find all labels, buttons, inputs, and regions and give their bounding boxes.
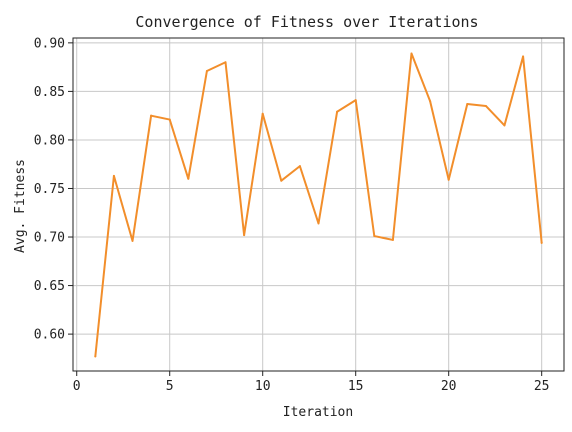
data-point [187, 177, 190, 180]
y-tick-label: 0.70 [34, 231, 65, 246]
data-point [484, 104, 487, 107]
data-point [410, 52, 413, 55]
x-tick-label: 25 [534, 379, 550, 394]
x-axis-label: Iteration [283, 405, 353, 420]
data-point [205, 70, 208, 73]
series-line [94, 52, 543, 358]
y-tick-label: 0.60 [34, 328, 65, 343]
data-point [150, 114, 153, 117]
y-tick-label: 0.85 [34, 85, 65, 100]
data-point [243, 234, 246, 237]
y-axis-label: Avg. Fitness [13, 159, 28, 253]
series-layer [94, 52, 543, 358]
y-axis: 0.60 0.65 0.70 0.75 0.80 0.85 0.90 [34, 36, 73, 343]
data-point [112, 174, 115, 177]
data-point [429, 100, 432, 103]
data-point [168, 118, 171, 121]
plot-frame [72, 37, 565, 372]
data-point [540, 241, 543, 244]
data-point [131, 239, 134, 242]
x-tick-label: 15 [348, 379, 364, 394]
data-point [373, 235, 376, 238]
data-point [317, 222, 320, 225]
data-point [354, 99, 357, 102]
y-tick-label: 0.65 [34, 279, 65, 294]
x-axis: 0 5 10 15 20 25 [73, 371, 550, 394]
data-point [336, 110, 339, 113]
data-point [503, 124, 506, 127]
data-point [391, 238, 394, 241]
y-tick-label: 0.80 [34, 133, 65, 148]
data-point [298, 165, 301, 168]
x-tick-label: 5 [166, 379, 174, 394]
data-point [94, 355, 97, 358]
grid [73, 38, 564, 371]
y-tick-label: 0.75 [34, 182, 65, 197]
data-point [280, 179, 283, 182]
y-tick-label: 0.90 [34, 36, 65, 51]
data-point [261, 112, 264, 115]
x-tick-label: 20 [441, 379, 457, 394]
data-point [224, 61, 227, 64]
x-tick-label: 10 [255, 379, 271, 394]
chart-title: Convergence of Fitness over Iterations [135, 13, 478, 31]
data-point [522, 55, 525, 58]
data-point [466, 103, 469, 106]
data-point [447, 178, 450, 181]
x-tick-label: 0 [73, 379, 81, 394]
